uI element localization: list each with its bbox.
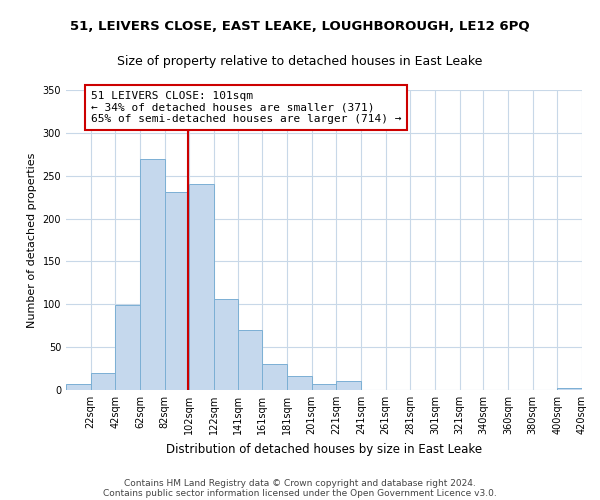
Bar xyxy=(238,330,262,390)
Bar xyxy=(214,299,238,390)
Text: Contains public sector information licensed under the Open Government Licence v3: Contains public sector information licen… xyxy=(103,488,497,498)
Bar xyxy=(91,373,115,390)
Text: Contains HM Land Registry data © Crown copyright and database right 2024.: Contains HM Land Registry data © Crown c… xyxy=(124,478,476,488)
Bar xyxy=(557,388,582,390)
Bar xyxy=(337,380,361,390)
Text: 51, LEIVERS CLOSE, EAST LEAKE, LOUGHBOROUGH, LE12 6PQ: 51, LEIVERS CLOSE, EAST LEAKE, LOUGHBORO… xyxy=(70,20,530,33)
Bar xyxy=(190,184,214,390)
X-axis label: Distribution of detached houses by size in East Leake: Distribution of detached houses by size … xyxy=(166,442,482,456)
Bar xyxy=(287,376,311,390)
Bar xyxy=(115,305,140,390)
Y-axis label: Number of detached properties: Number of detached properties xyxy=(27,152,37,328)
Text: Size of property relative to detached houses in East Leake: Size of property relative to detached ho… xyxy=(118,55,482,68)
Bar xyxy=(262,364,287,390)
Bar xyxy=(140,158,165,390)
Bar xyxy=(66,384,91,390)
Text: 51 LEIVERS CLOSE: 101sqm
← 34% of detached houses are smaller (371)
65% of semi-: 51 LEIVERS CLOSE: 101sqm ← 34% of detach… xyxy=(91,91,401,124)
Bar xyxy=(311,384,337,390)
Bar xyxy=(165,192,190,390)
